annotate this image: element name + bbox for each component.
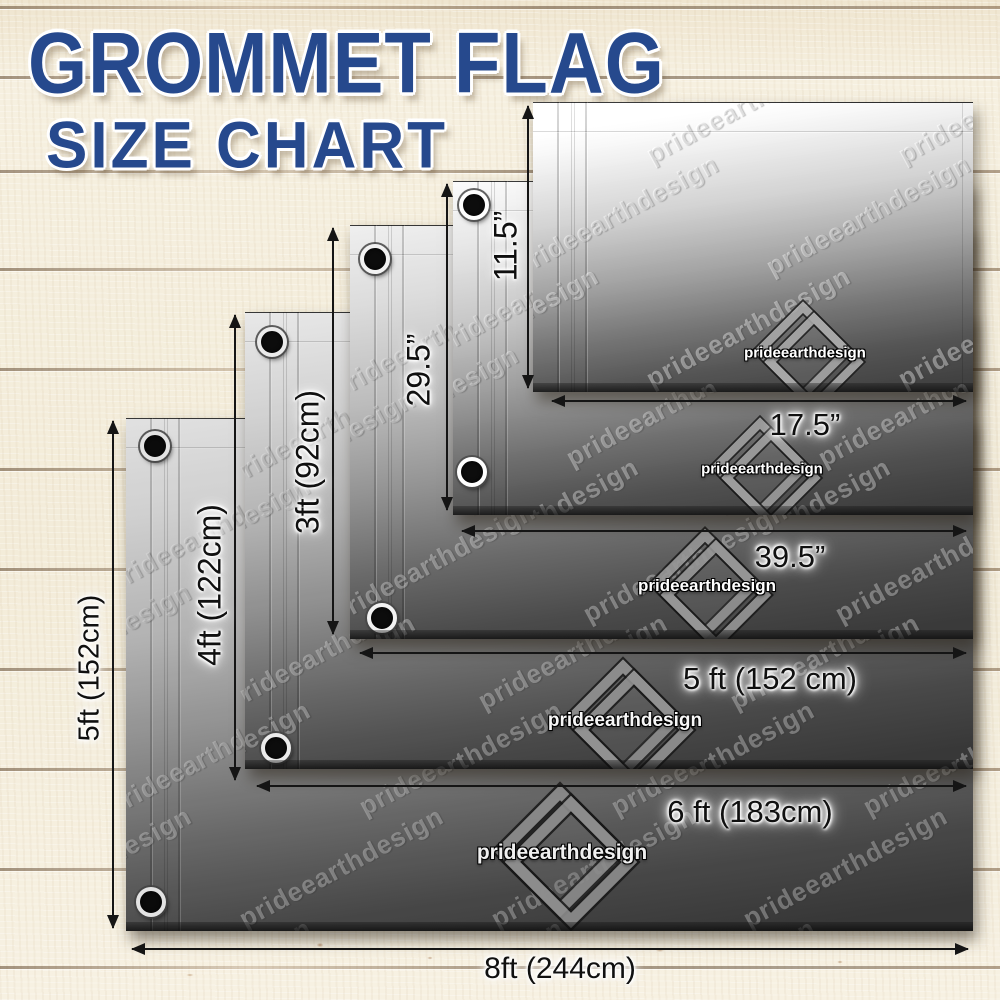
watermark-text: prideearthdesign bbox=[245, 470, 316, 604]
watermark-text: prideearthdesign bbox=[453, 339, 524, 473]
watermark-text: prideearthdesign bbox=[234, 800, 449, 931]
brand-logo-text: prideearthdesign bbox=[547, 710, 703, 731]
plank-gap bbox=[0, 966, 1000, 969]
brand-logo-text: prideearthdesign bbox=[744, 344, 866, 362]
watermark-text: prideearthdesign bbox=[126, 576, 197, 710]
flag-11.5in-x-17.5in: prideearthdesign prideearthdesign prideear… bbox=[533, 102, 973, 392]
page-subtitle: SIZE CHART bbox=[46, 109, 448, 183]
watermark-text: prideearthdesign bbox=[533, 373, 724, 392]
watermark-text: prideearthdesign bbox=[761, 148, 973, 282]
watermark-text: prideearthdesign bbox=[893, 103, 973, 170]
flag-seam bbox=[962, 103, 963, 392]
watermark-text: prideearthdesign bbox=[353, 694, 568, 769]
grommet-icon bbox=[459, 190, 489, 220]
grommet-icon bbox=[261, 733, 291, 763]
brand-logo-text: prideearthdesign bbox=[476, 841, 648, 864]
width-arrow-8ft bbox=[131, 943, 969, 955]
width-label-8ft: 8ft (244cm) bbox=[484, 952, 636, 985]
watermark-text: prideearthdesign bbox=[533, 148, 724, 282]
watermark-text: prideearthdesign bbox=[641, 103, 856, 170]
watermark-text: prideearthdesign bbox=[962, 608, 973, 639]
watermark-text: prideearthdesign bbox=[458, 608, 673, 639]
watermark-text: prideearthdesign bbox=[858, 913, 973, 931]
grommet-icon bbox=[140, 431, 170, 461]
plank-gap bbox=[0, 6, 1000, 9]
page-title: GROMMET FLAG bbox=[28, 15, 665, 113]
grommet-icon bbox=[457, 457, 487, 487]
watermark-text: prideearthdesign bbox=[738, 800, 953, 931]
watermark-text: prideearthdesign bbox=[533, 103, 604, 170]
flag-seam bbox=[533, 131, 973, 132]
watermark-text: prideearthdesign bbox=[533, 260, 604, 392]
watermark-text: prideearthdesign bbox=[893, 260, 973, 392]
watermark-text: prideearthdesign bbox=[354, 913, 569, 931]
watermark-text: prideearthdesign bbox=[350, 383, 421, 517]
height-arrow-5ft bbox=[107, 420, 119, 929]
watermark-text: prideearthdesign bbox=[830, 495, 973, 629]
watermark-text: prideearthdesign bbox=[933, 452, 973, 515]
brand-logo-text: prideearthdesign bbox=[638, 576, 776, 595]
watermark-text: prideearthdesign bbox=[857, 694, 973, 769]
grommet-icon bbox=[360, 244, 390, 274]
grommet-icon bbox=[367, 603, 397, 633]
watermark-text: prideearthdesign bbox=[606, 913, 821, 931]
grommet-icon bbox=[257, 327, 287, 357]
grommet-icon bbox=[136, 887, 166, 917]
brand-logo-text: prideearthdesign bbox=[701, 460, 823, 478]
